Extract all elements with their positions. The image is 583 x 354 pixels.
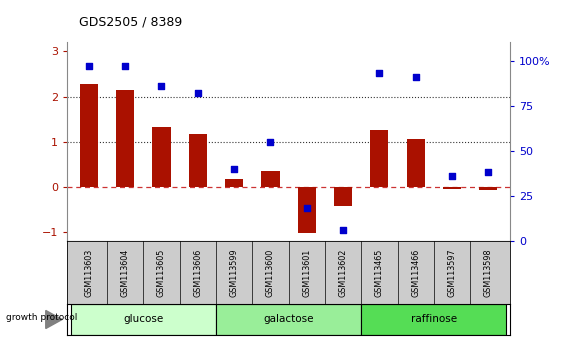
Text: GSM113602: GSM113602 xyxy=(339,249,347,297)
Bar xyxy=(361,304,507,335)
Text: GSM113606: GSM113606 xyxy=(194,249,202,297)
Point xyxy=(375,70,384,76)
Bar xyxy=(334,187,352,206)
Text: GSM113600: GSM113600 xyxy=(266,249,275,297)
Text: glucose: glucose xyxy=(123,314,163,325)
Bar xyxy=(479,187,497,190)
Point xyxy=(447,173,456,179)
Text: growth protocol: growth protocol xyxy=(6,313,77,322)
Text: GSM113598: GSM113598 xyxy=(484,249,493,297)
Bar xyxy=(71,304,216,335)
Point xyxy=(193,90,202,96)
Point xyxy=(121,63,130,69)
Point xyxy=(484,170,493,175)
Point xyxy=(302,205,311,211)
Polygon shape xyxy=(45,310,62,329)
Bar xyxy=(216,304,361,335)
Point xyxy=(411,74,420,80)
Text: GSM113597: GSM113597 xyxy=(448,249,456,297)
Point xyxy=(230,166,239,171)
Bar xyxy=(189,134,207,187)
Bar xyxy=(298,187,316,233)
Text: GSM113599: GSM113599 xyxy=(230,249,238,297)
Point xyxy=(157,83,166,88)
Point xyxy=(84,63,93,69)
Text: GSM113604: GSM113604 xyxy=(121,249,129,297)
Bar xyxy=(152,127,171,187)
Text: GSM113466: GSM113466 xyxy=(411,249,420,297)
Bar xyxy=(370,130,388,187)
Text: GDS2505 / 8389: GDS2505 / 8389 xyxy=(79,15,182,28)
Bar xyxy=(261,171,279,187)
Text: GSM113601: GSM113601 xyxy=(302,249,311,297)
Bar xyxy=(406,139,425,187)
Text: raffinose: raffinose xyxy=(411,314,457,325)
Text: GSM113465: GSM113465 xyxy=(375,249,384,297)
Bar xyxy=(225,178,243,187)
Text: GSM113603: GSM113603 xyxy=(85,249,93,297)
Text: galactose: galactose xyxy=(264,314,314,325)
Text: GSM113605: GSM113605 xyxy=(157,249,166,297)
Bar xyxy=(443,187,461,189)
Point xyxy=(266,139,275,144)
Point xyxy=(338,227,347,233)
Bar xyxy=(80,84,98,187)
Bar xyxy=(116,90,134,187)
